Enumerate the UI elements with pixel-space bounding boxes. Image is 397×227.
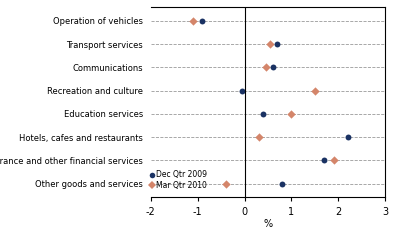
- Point: [267, 42, 274, 46]
- X-axis label: %: %: [264, 219, 272, 227]
- Point: [330, 158, 337, 162]
- Point: [239, 89, 245, 92]
- Point: [288, 112, 295, 116]
- Point: [321, 158, 328, 162]
- Point: [255, 135, 262, 139]
- Point: [262, 65, 269, 69]
- Point: [199, 19, 206, 22]
- Point: [279, 182, 285, 185]
- Point: [190, 19, 196, 22]
- Point: [223, 182, 229, 185]
- Point: [274, 42, 281, 46]
- Point: [345, 135, 351, 139]
- Point: [312, 89, 318, 92]
- Legend: Dec Qtr 2009, Mar Qtr 2010: Dec Qtr 2009, Mar Qtr 2010: [150, 170, 207, 190]
- Point: [270, 65, 276, 69]
- Point: [260, 112, 266, 116]
